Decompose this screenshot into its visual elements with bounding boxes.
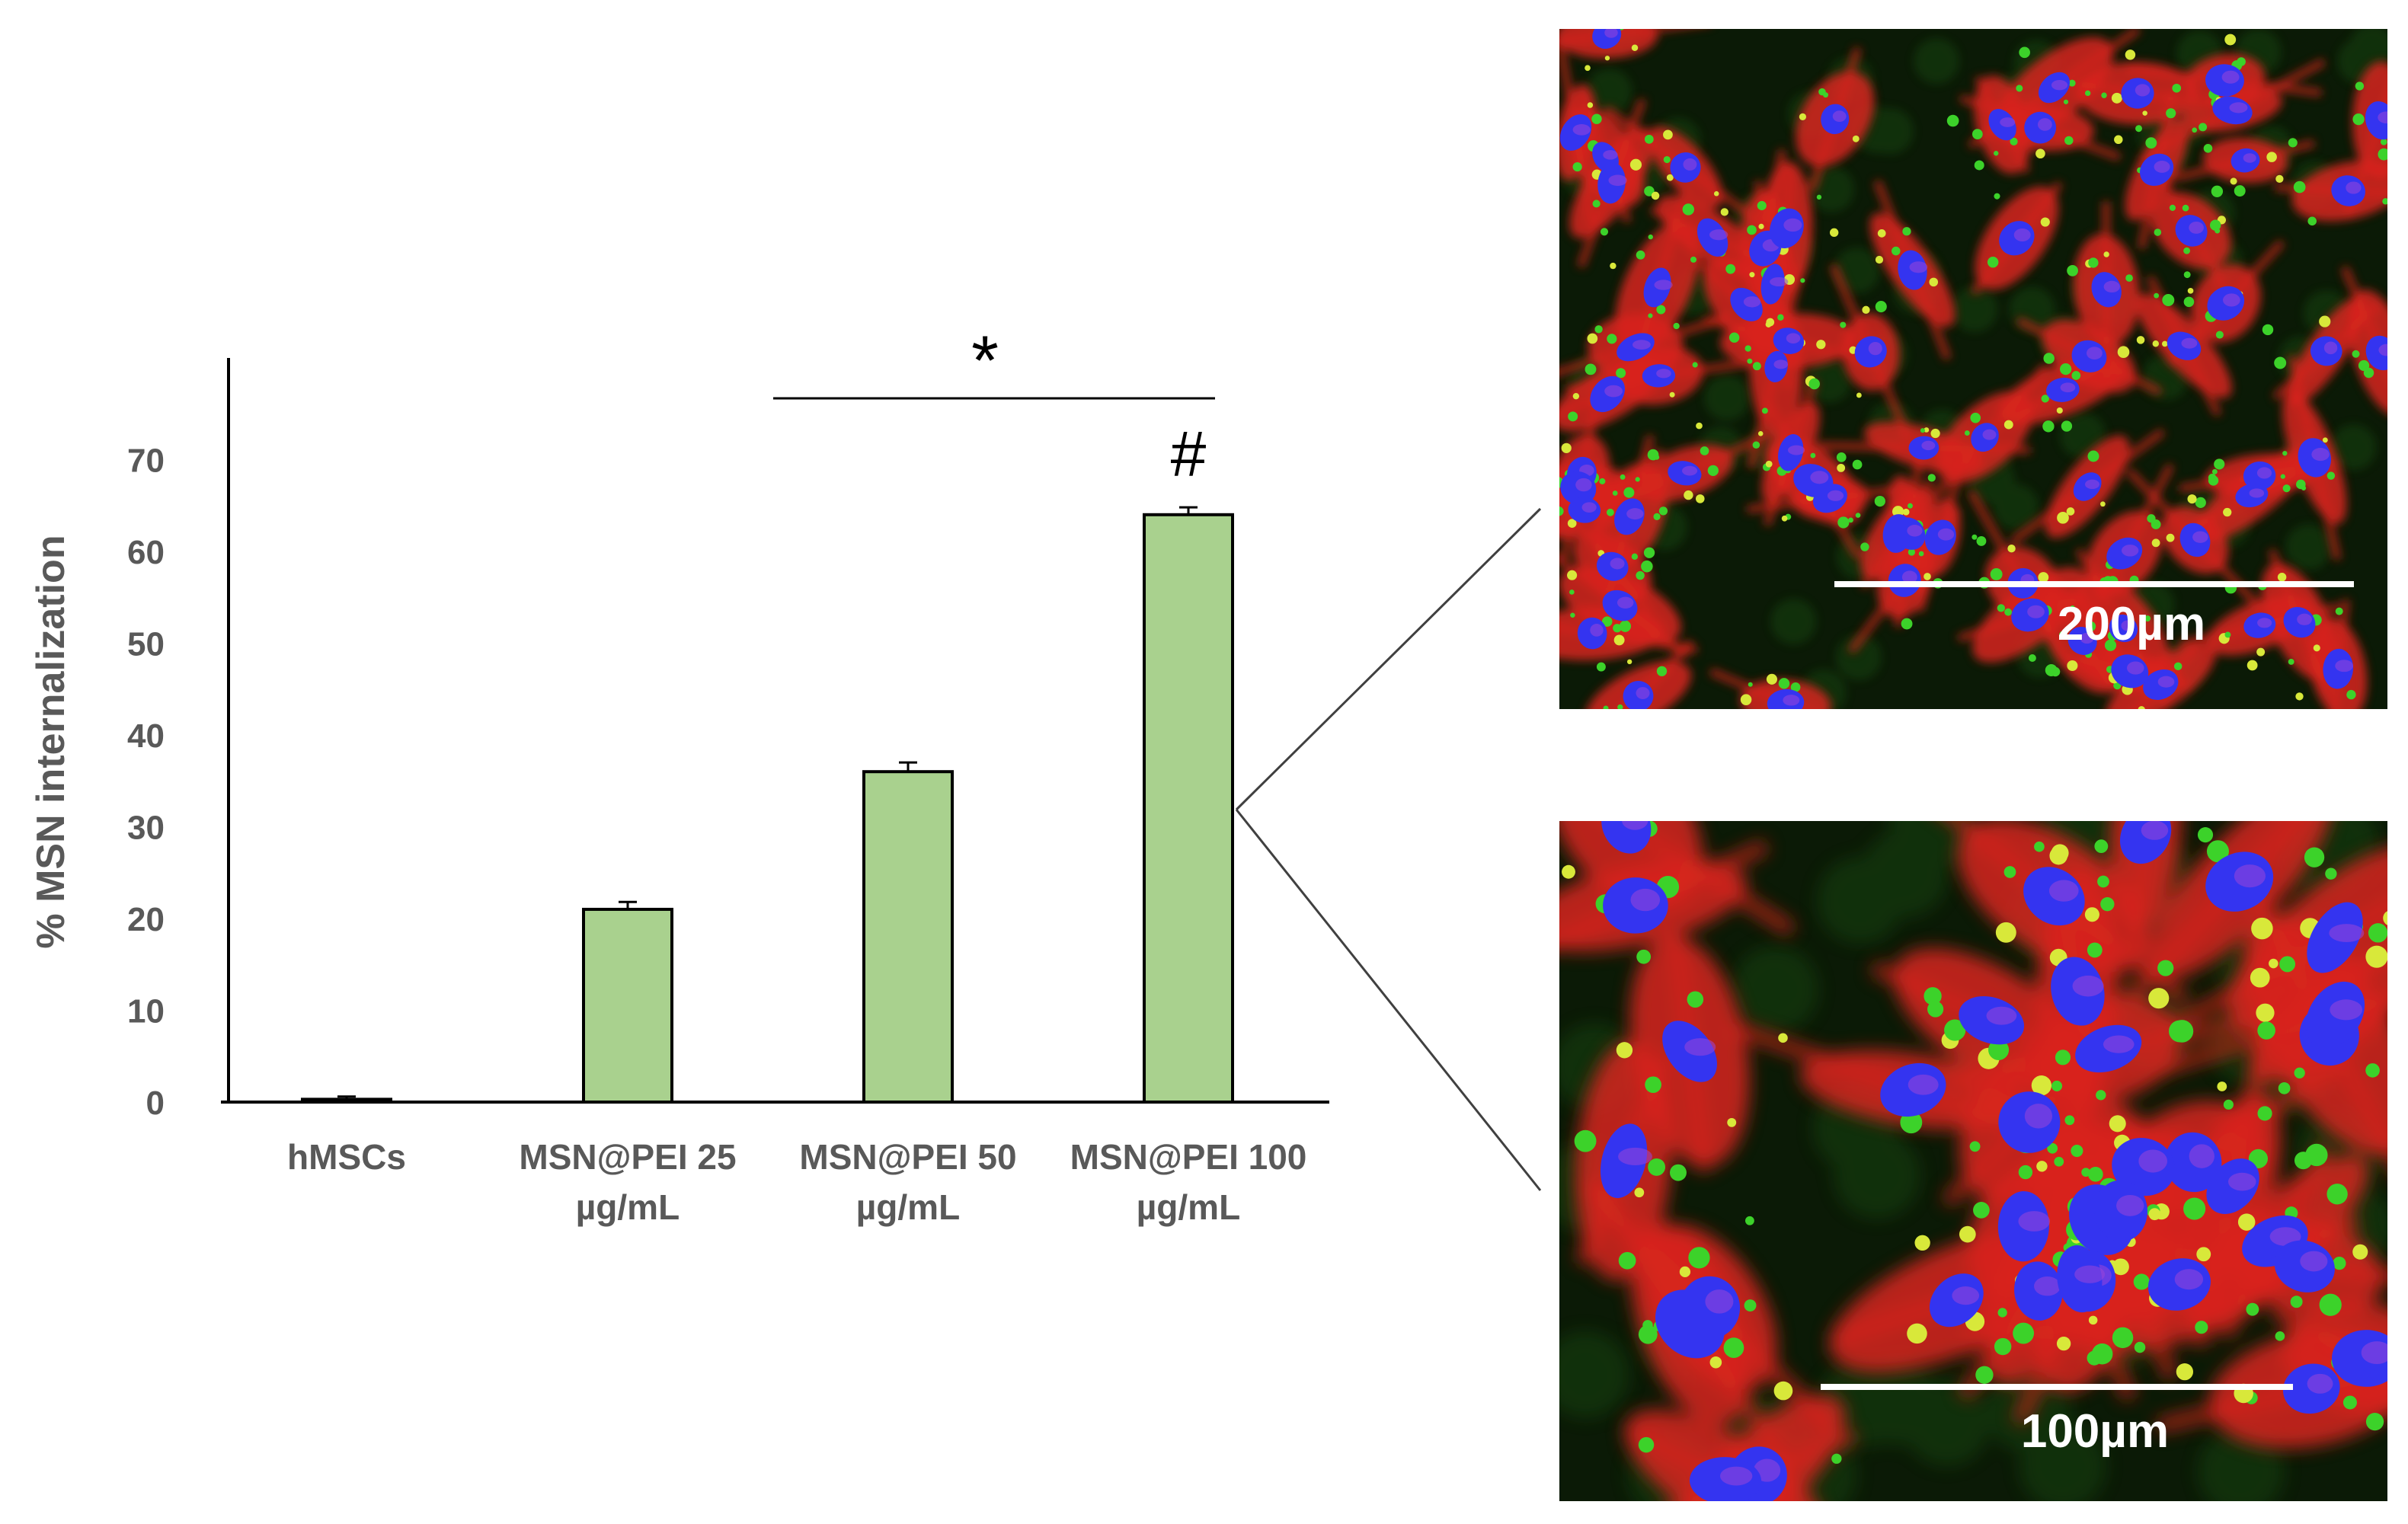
significance-hash: # bbox=[1171, 418, 1207, 490]
x-axis-ticks: hMSCs MSN@PEI 25 µg/mL MSN@PEI 50 µg/mL MSN@P… bbox=[287, 1137, 1306, 1227]
nuclei bbox=[1559, 29, 2387, 709]
micrograph-top: 200µm bbox=[1559, 29, 2387, 709]
y-tick-label: 50 bbox=[127, 626, 165, 663]
scale-bar-label: 200µm bbox=[2058, 598, 2205, 650]
nuclei bbox=[1600, 821, 2387, 1501]
micrograph-bottom: 100µm bbox=[1559, 821, 2387, 1501]
bar-chart: % MSN internalization 0 10 20 30 40 50 60 70 hM… bbox=[29, 322, 1329, 1227]
bar bbox=[582, 907, 673, 1104]
connector-line bbox=[1235, 809, 1542, 1191]
significance-annotations: *# bbox=[773, 322, 1215, 490]
y-tick-label: 10 bbox=[127, 993, 165, 1030]
y-axis-ticks: 0 10 20 30 40 50 60 70 bbox=[127, 443, 165, 1123]
particle-stain bbox=[1559, 29, 2387, 709]
y-tick-label: 70 bbox=[127, 443, 165, 480]
y-axis-label: % MSN internalization bbox=[29, 535, 73, 948]
significance-star: * bbox=[971, 322, 999, 400]
y-tick-label: 20 bbox=[127, 901, 165, 938]
x-tick-label: hMSCs bbox=[287, 1137, 406, 1177]
connector-line bbox=[1235, 507, 1542, 811]
y-tick-label: 40 bbox=[127, 717, 165, 755]
y-tick-label: 60 bbox=[127, 534, 165, 571]
x-tick-label: MSN@PEI 100 µg/mL bbox=[1070, 1137, 1307, 1227]
x-tick-label: MSN@PEI 25 µg/mL bbox=[519, 1137, 736, 1227]
y-tick-label: 30 bbox=[127, 810, 165, 847]
y-tick-label: 0 bbox=[146, 1085, 165, 1122]
bar bbox=[1143, 513, 1234, 1104]
scale-bar-label: 100µm bbox=[2021, 1405, 2169, 1458]
bars bbox=[301, 506, 1234, 1104]
zoom-connector-lines bbox=[1235, 507, 1542, 1191]
x-tick-label: MSN@PEI 50 µg/mL bbox=[799, 1137, 1016, 1227]
bar bbox=[862, 770, 954, 1104]
